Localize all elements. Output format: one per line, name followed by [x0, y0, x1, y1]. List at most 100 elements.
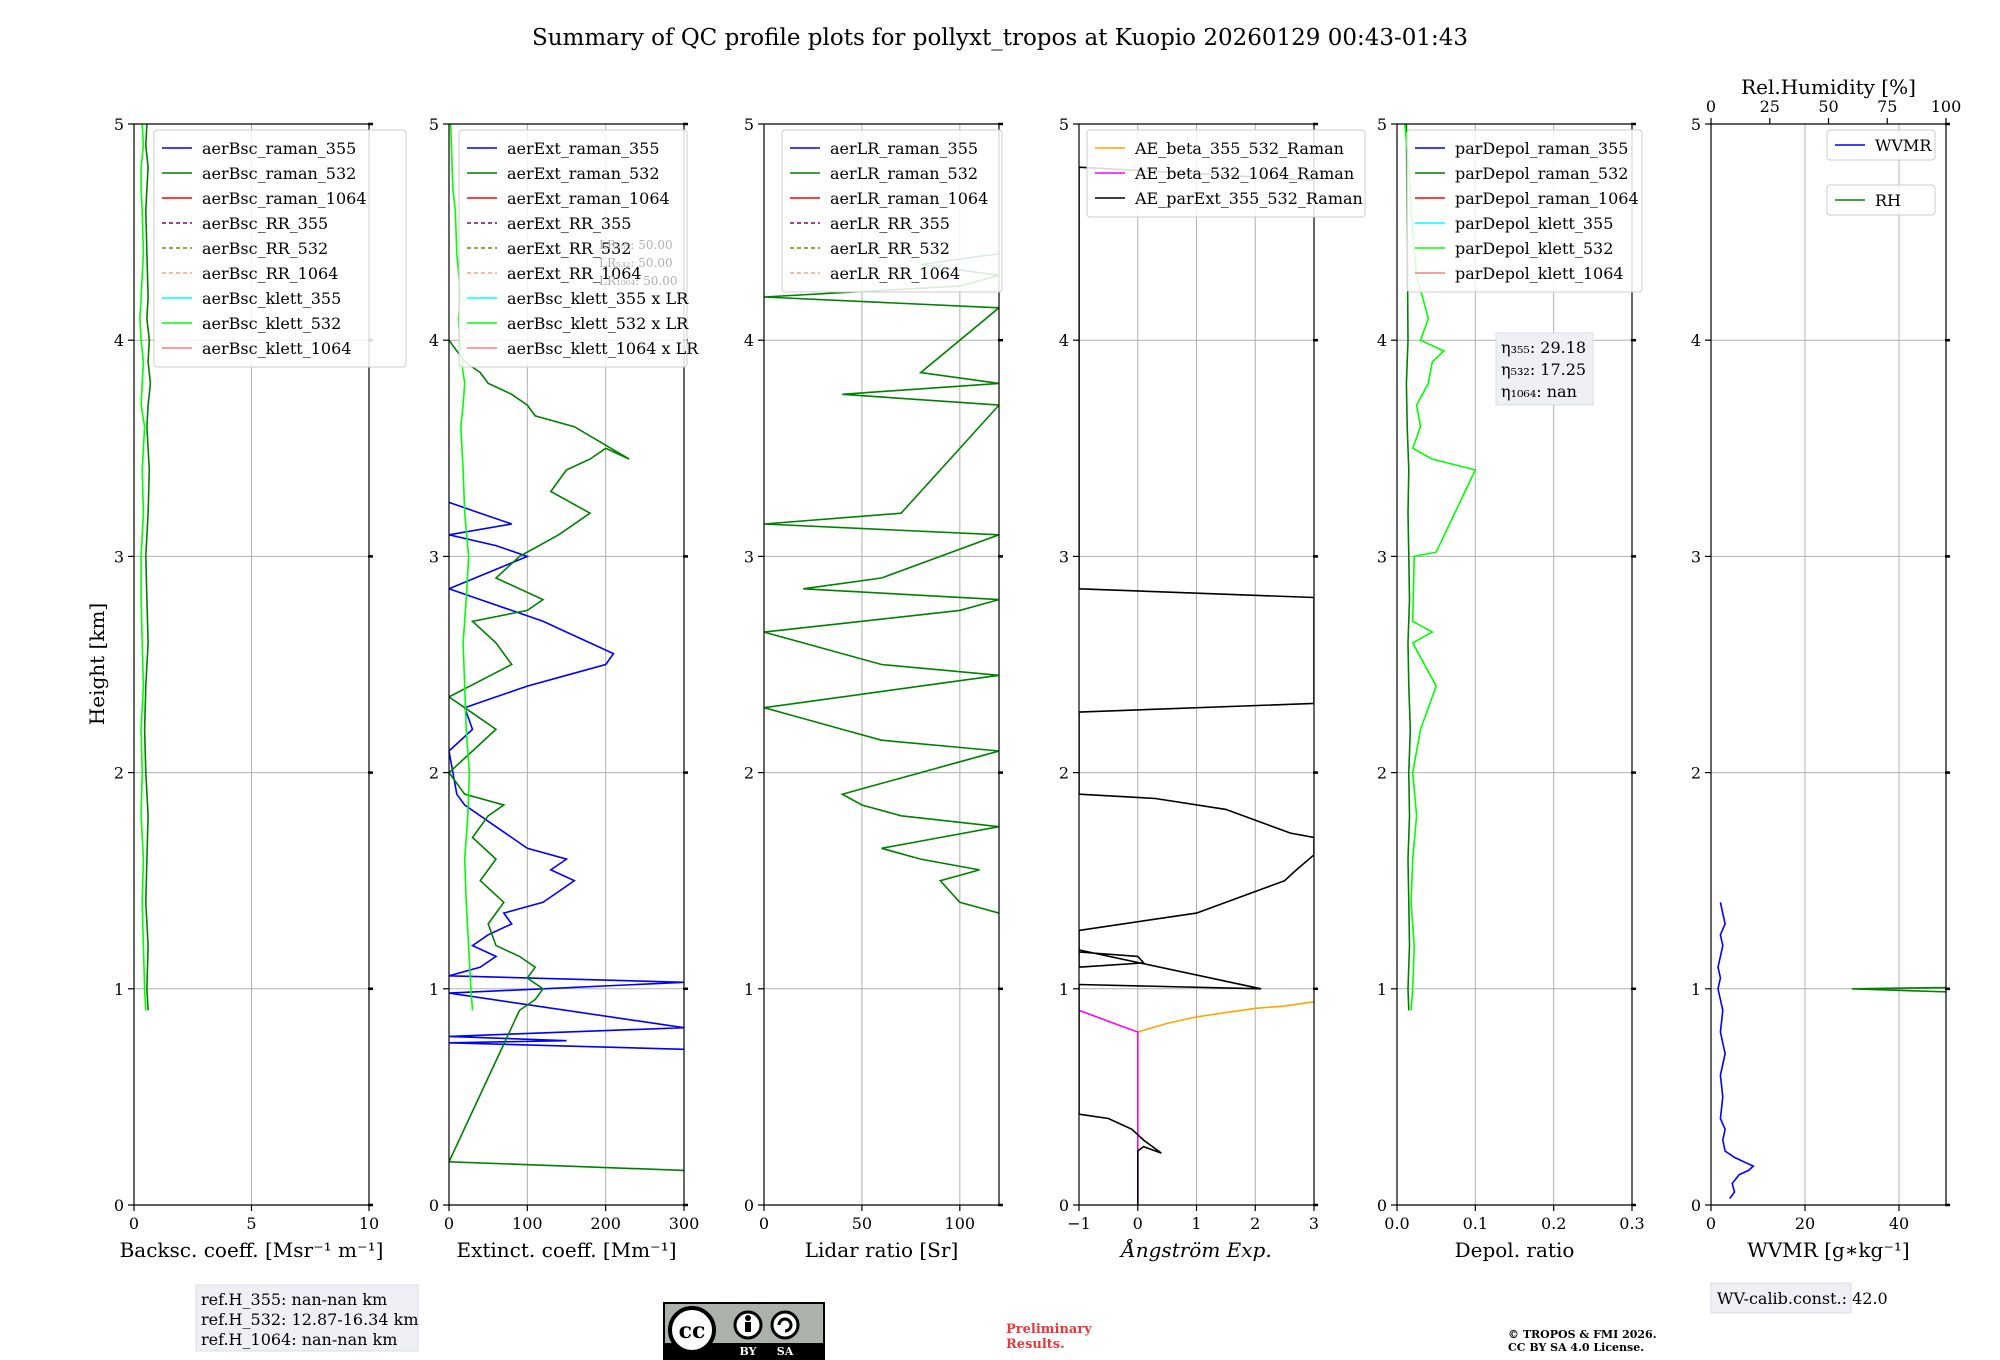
sa-share-arrow [777, 1317, 793, 1333]
series-aerBsc_klett_532 x LR [449, 124, 474, 1011]
refh-box-bg [195, 1284, 419, 1352]
legend-label: AE_beta_355_532_Raman [1134, 139, 1344, 158]
refh-532: ref.H_532: 12.87-16.34 km [201, 1310, 419, 1329]
series-group [1079, 166, 1314, 1205]
series-WVMR [1717, 902, 1755, 1199]
legend-label: aerLR_raman_532 [830, 164, 978, 183]
sa-share-icon [770, 1310, 800, 1340]
y-tick-label: 4 [429, 331, 439, 350]
x-tick-label: −1 [1067, 1214, 1091, 1233]
panel-depol: 0.0 0.1 0.2 0.3 0 1 2 3 4 5 Depol. ratio parDepol_r… [1377, 115, 1645, 1262]
x2-tick-label: 75 [1877, 97, 1897, 116]
x2-tick-label: 50 [1818, 97, 1838, 116]
x-tick-label: 0 [444, 1214, 454, 1233]
y-tick-label: 5 [114, 115, 124, 134]
x-tick-label: 10 [359, 1214, 379, 1233]
y-tick-label: 2 [114, 764, 124, 783]
legend-label: aerBsc_klett_532 x LR [507, 314, 689, 333]
legend-label: WVMR [1875, 136, 1932, 155]
legend-label: aerBsc_raman_1064 [202, 189, 367, 208]
y-axis-label: Height [km] [85, 603, 109, 725]
legend-label: aerBsc_RR_1064 [202, 264, 338, 283]
y-tick-label: 2 [1377, 764, 1387, 783]
legend-label: aerBsc_RR_532 [202, 239, 328, 258]
x-tick-label: 0 [1133, 1214, 1143, 1233]
series-parDepol_raman_532 [1405, 124, 1412, 1011]
legend-label: aerLR_RR_532 [830, 239, 950, 258]
y-tick-label: 1 [1377, 980, 1387, 999]
legend-box [153, 129, 407, 368]
refh-1064: ref.H_1064: nan-nan km [201, 1330, 397, 1349]
preliminary-line-1: Preliminary [1006, 1322, 1092, 1337]
series-aerLR_raman_532 [764, 252, 999, 914]
x-tick-label: 3 [1309, 1214, 1319, 1233]
legend-label: aerBsc_klett_355 [202, 289, 341, 308]
series-aerExt_raman_532 [449, 339, 684, 1172]
x2-tick-label: 0 [1706, 97, 1716, 116]
x-tick-label: 300 [669, 1214, 700, 1233]
panel-lr: 0 50 100 0 1 2 3 4 5 Lidar ratio [Sr] aerLR_raman_… [744, 115, 1003, 1262]
series-parDepol_klett_532 [1404, 124, 1477, 1011]
legend-box [458, 129, 688, 368]
series-aerBsc_raman_532 [143, 124, 152, 1011]
legend-label: parDepol_raman_355 [1455, 139, 1628, 158]
y-tick-label: 5 [429, 115, 439, 134]
legend-label: aerLR_raman_1064 [830, 189, 988, 208]
y-tick-label: 0 [1377, 1196, 1387, 1215]
cc-by-label: BY [740, 1345, 757, 1358]
y-tick-label: 3 [1691, 547, 1701, 566]
y-tick-label: 5 [744, 115, 754, 134]
panel-ext: 0 100 200 300 0 1 2 3 4 5 Extinct. coeff. [Mm⁻¹] ae… [429, 115, 699, 1262]
y-tick-label: 3 [114, 547, 124, 566]
x-tick-label: 0.0 [1384, 1214, 1409, 1233]
series-AE_beta_355_532_Raman [1137, 1001, 1314, 1033]
legend-label: parDepol_raman_532 [1455, 164, 1628, 183]
legend-label: parDepol_klett_532 [1455, 239, 1613, 258]
x-tick-label: 0.3 [1619, 1214, 1644, 1233]
legend-label: aerBsc_klett_1064 x LR [507, 339, 699, 358]
legend-box [781, 129, 1003, 293]
x2-axis-label: Rel.Humidity [%] [1741, 75, 1916, 99]
y-tick-label: 3 [1059, 547, 1069, 566]
legend-label: RH [1875, 191, 1901, 210]
y-tick-label: 1 [1059, 980, 1069, 999]
legend-label: aerExt_raman_1064 [507, 189, 670, 208]
y-tick-label: 0 [744, 1196, 754, 1215]
cc-logo-letters: cc [679, 1318, 706, 1344]
series-AE_parExt_355_532_Raman [1079, 166, 1314, 1205]
x-tick-label: 2 [1250, 1214, 1260, 1233]
x-axis-label: Extinct. coeff. [Mm⁻¹] [456, 1238, 676, 1262]
x-tick-label: 0 [759, 1214, 769, 1233]
legend-label: parDepol_klett_355 [1455, 214, 1613, 233]
series-group [449, 124, 684, 1172]
legend-label: aerBsc_raman_532 [202, 164, 356, 183]
x-tick-label: 40 [1889, 1214, 1909, 1233]
by-person-body [745, 1322, 751, 1332]
y-tick-label: 0 [1691, 1196, 1701, 1215]
eta-value: η₁₀₆₄: nan [1501, 382, 1577, 401]
x2-tick-label: 25 [1760, 97, 1780, 116]
eta-value: η₅₃₂: 17.25 [1501, 360, 1586, 379]
y-tick-label: 4 [1691, 331, 1701, 350]
x-axis-label: Lidar ratio [Sr] [805, 1238, 959, 1262]
series-group [1404, 124, 1477, 1011]
y-tick-label: 5 [1059, 115, 1069, 134]
legend-box [1406, 129, 1643, 293]
y-tick-label: 1 [114, 980, 124, 999]
copyright-line-2: CC BY SA 4.0 License. [1508, 1341, 1644, 1354]
y-tick-label: 4 [1377, 331, 1387, 350]
series-RH [1851, 986, 1946, 1023]
panel-bsc: 0 5 10 0 1 2 3 4 5 Backsc. coeff. [Msr⁻¹ m⁻¹] aerB… [114, 115, 407, 1262]
y-tick-label: 5 [1377, 115, 1387, 134]
legend-label: parDepol_raman_1064 [1455, 189, 1639, 208]
legend-label: AE_beta_532_1064_Raman [1134, 164, 1354, 183]
copyright-line-1: © TROPOS & FMI 2026. [1508, 1328, 1657, 1341]
y-tick-label: 0 [429, 1196, 439, 1215]
lr-annotation: LR₁₀₆₄: 50.00 [599, 274, 677, 288]
x-axis-label: WVMR [g∗kg⁻¹] [1747, 1238, 1909, 1262]
refh-box: ref.H_355: nan-nan km ref.H_532: 12.87-1… [195, 1284, 419, 1352]
refh-355: ref.H_355: nan-nan km [201, 1290, 387, 1309]
legend-label: aerExt_RR_355 [507, 214, 631, 233]
y-tick-label: 0 [114, 1196, 124, 1215]
x-tick-label: 0.2 [1541, 1214, 1566, 1233]
